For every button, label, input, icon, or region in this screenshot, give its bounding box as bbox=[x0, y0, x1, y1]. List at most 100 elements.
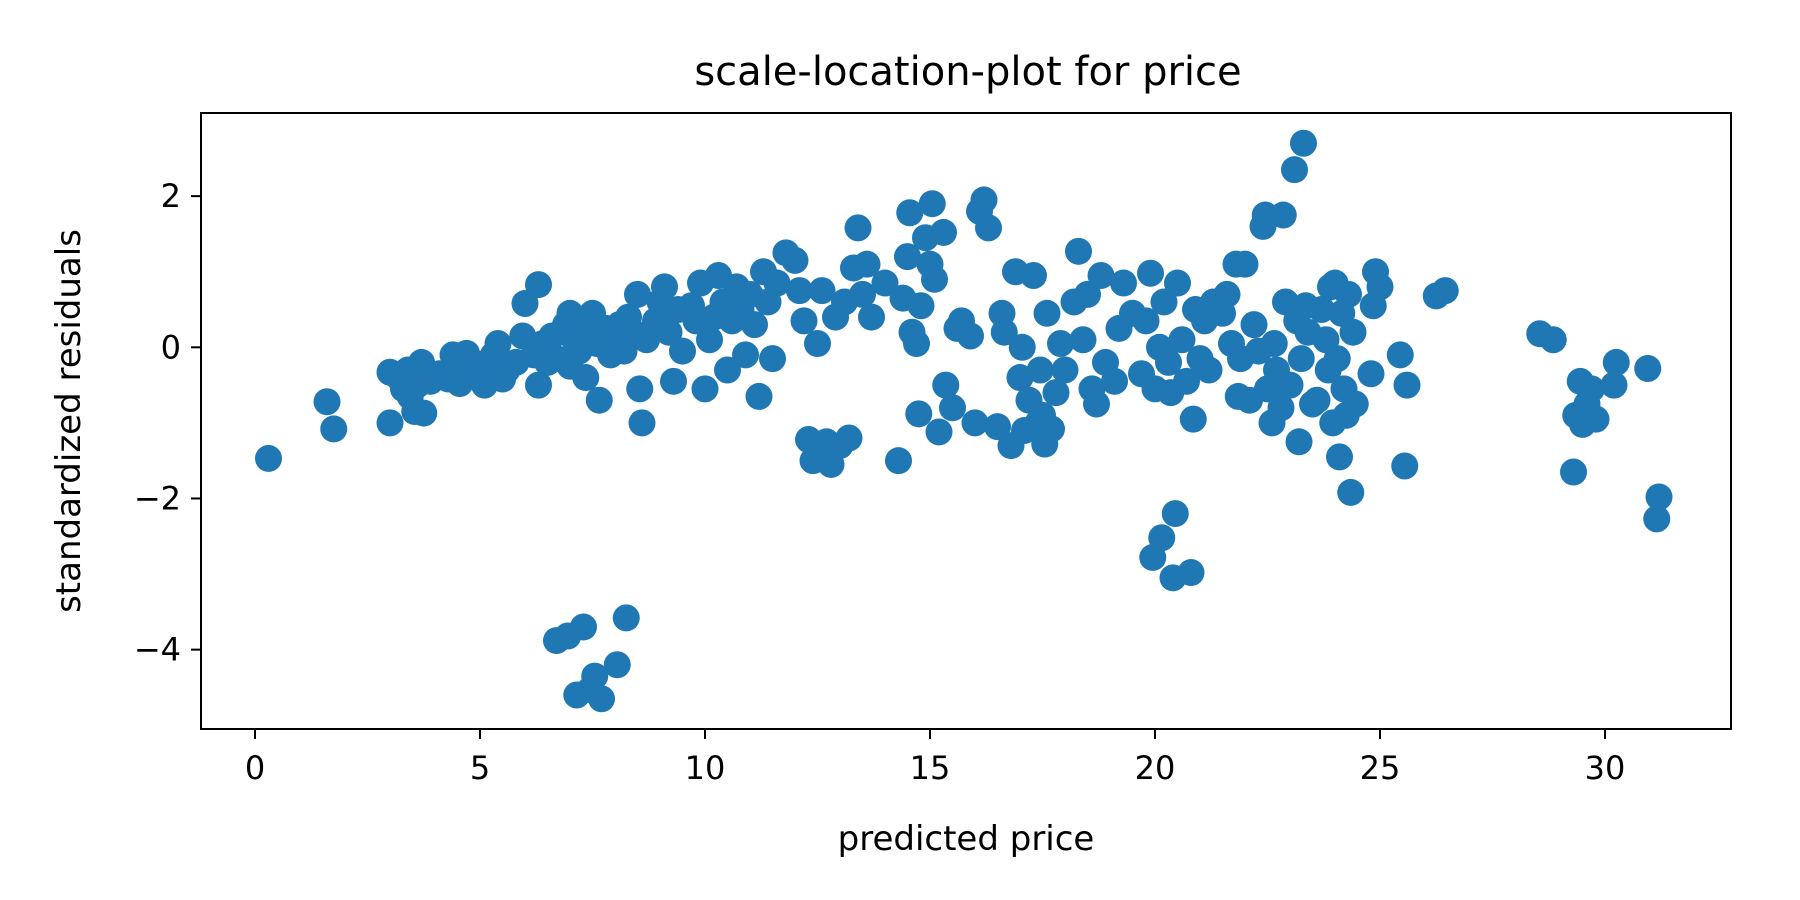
data-point bbox=[741, 311, 768, 339]
data-point bbox=[745, 382, 773, 410]
data-point bbox=[696, 326, 723, 354]
data-point bbox=[918, 190, 946, 218]
data-point bbox=[1323, 345, 1351, 373]
data-point bbox=[853, 250, 881, 278]
data-point bbox=[732, 341, 759, 369]
y-tick-label: −4 bbox=[134, 631, 181, 669]
data-point bbox=[1582, 405, 1610, 433]
points-layer bbox=[255, 129, 1673, 713]
data-point bbox=[1431, 277, 1459, 305]
data-point bbox=[1177, 559, 1205, 587]
data-point bbox=[1260, 330, 1288, 358]
data-point bbox=[1051, 356, 1079, 384]
data-point bbox=[1164, 269, 1191, 297]
data-point bbox=[624, 280, 651, 308]
data-point bbox=[1341, 390, 1369, 418]
x-tick-label: 20 bbox=[1135, 749, 1176, 787]
data-point bbox=[1281, 156, 1308, 184]
data-point bbox=[525, 371, 552, 399]
data-point bbox=[835, 424, 863, 452]
data-point bbox=[1150, 288, 1178, 316]
data-point bbox=[1231, 250, 1259, 278]
y-tick-label: −2 bbox=[134, 479, 181, 517]
y-axis-label: standardized residuals bbox=[49, 229, 89, 613]
data-point bbox=[628, 409, 656, 437]
data-point bbox=[588, 685, 615, 713]
data-point bbox=[1339, 318, 1367, 346]
data-point bbox=[1069, 326, 1097, 354]
data-point bbox=[1600, 371, 1628, 399]
data-point bbox=[1074, 280, 1101, 308]
data-point bbox=[1213, 280, 1241, 308]
data-point bbox=[446, 370, 474, 398]
data-point bbox=[1645, 483, 1673, 511]
data-point bbox=[511, 289, 539, 317]
data-point bbox=[885, 447, 912, 475]
data-point bbox=[808, 277, 836, 305]
data-point bbox=[1006, 364, 1034, 392]
y-tick-label: 2 bbox=[161, 177, 181, 215]
x-tick-label: 10 bbox=[685, 749, 726, 787]
data-point bbox=[790, 307, 818, 335]
data-point bbox=[896, 199, 924, 227]
y-tick-label: 0 bbox=[161, 328, 181, 366]
data-point bbox=[1357, 360, 1385, 388]
data-point bbox=[1643, 505, 1671, 533]
x-axis-label: predicted price bbox=[838, 819, 1095, 859]
y-axis-ticks: 2 0 −2 −4 bbox=[134, 177, 201, 669]
data-point bbox=[1393, 371, 1421, 399]
data-point bbox=[1269, 201, 1297, 229]
data-point bbox=[1285, 428, 1313, 456]
data-point bbox=[759, 345, 786, 373]
data-point bbox=[1391, 452, 1419, 480]
x-axis-ticks: 0 5 10 15 20 25 30 bbox=[245, 729, 1626, 787]
data-point bbox=[655, 318, 683, 346]
data-point bbox=[905, 400, 933, 428]
data-point bbox=[921, 265, 948, 293]
data-point bbox=[930, 218, 957, 246]
data-point bbox=[660, 367, 687, 395]
data-point bbox=[313, 388, 341, 416]
data-point bbox=[612, 604, 640, 632]
x-tick-label: 25 bbox=[1360, 749, 1401, 787]
data-point bbox=[957, 322, 984, 350]
data-point bbox=[1026, 356, 1054, 384]
data-point bbox=[1335, 280, 1362, 308]
x-tick-label: 5 bbox=[470, 749, 490, 787]
data-point bbox=[849, 280, 876, 308]
data-point bbox=[1008, 333, 1036, 361]
data-point bbox=[1087, 262, 1115, 290]
x-tick-label: 30 bbox=[1585, 749, 1626, 787]
data-point bbox=[255, 444, 282, 472]
data-point bbox=[691, 375, 719, 403]
data-point bbox=[975, 214, 1002, 242]
data-point bbox=[925, 418, 953, 446]
data-point bbox=[556, 299, 584, 327]
data-point bbox=[1148, 524, 1176, 552]
data-point bbox=[894, 243, 921, 271]
data-point bbox=[1161, 500, 1189, 528]
data-point bbox=[1065, 237, 1092, 265]
data-point bbox=[763, 269, 791, 297]
data-point bbox=[1276, 371, 1304, 399]
data-point bbox=[1326, 443, 1353, 471]
data-point bbox=[1132, 307, 1160, 335]
data-point bbox=[804, 330, 831, 358]
data-point bbox=[1168, 326, 1196, 354]
data-point bbox=[603, 651, 631, 679]
data-point bbox=[903, 330, 930, 358]
data-point bbox=[525, 271, 552, 299]
data-point bbox=[1366, 273, 1394, 301]
x-tick-label: 15 bbox=[910, 749, 951, 787]
data-point bbox=[786, 277, 813, 305]
data-point bbox=[572, 364, 600, 392]
data-point bbox=[376, 409, 404, 437]
data-point bbox=[1267, 394, 1295, 422]
data-point bbox=[1137, 259, 1164, 287]
data-point bbox=[1303, 386, 1331, 414]
data-point bbox=[714, 356, 741, 384]
data-point bbox=[1240, 311, 1268, 339]
data-point bbox=[1195, 356, 1223, 384]
data-point bbox=[871, 269, 899, 297]
